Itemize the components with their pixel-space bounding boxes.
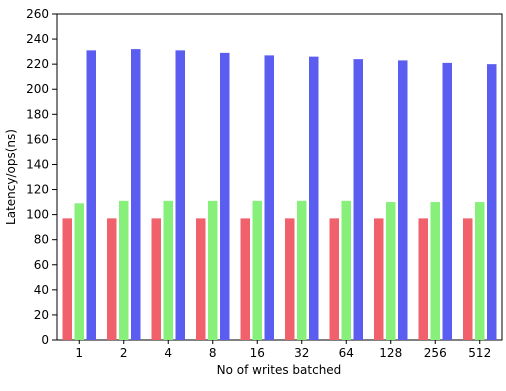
bar-series-3-16 — [264, 55, 274, 340]
x-axis-ticks: 1 2 4 8 16 32 64 128 256 512 — [75, 340, 491, 360]
x-tick-label: 8 — [209, 346, 217, 360]
x-tick-label: 4 — [164, 346, 172, 360]
bar-series-3-64 — [353, 59, 363, 341]
y-axis-label: Latency/ops(ns) — [4, 129, 18, 225]
x-tick-label: 256 — [424, 346, 447, 360]
x-tick-label: 2 — [120, 346, 128, 360]
y-tick-label: 20 — [34, 308, 49, 322]
bar-series-1-2 — [107, 218, 117, 340]
y-tick-label: 200 — [26, 82, 49, 96]
bar-series-2-256 — [430, 202, 440, 340]
bar-series-3-512 — [487, 64, 497, 341]
bars — [62, 49, 497, 341]
bar-series-1-128 — [374, 218, 384, 340]
x-tick-label: 64 — [339, 346, 354, 360]
x-tick-label: 32 — [294, 346, 309, 360]
bar-series-2-512 — [475, 202, 485, 340]
bar-series-1-1 — [62, 218, 72, 340]
bar-series-3-128 — [398, 60, 408, 341]
bar-series-3-8 — [220, 52, 230, 340]
bar-series-1-32 — [285, 218, 295, 340]
bar-series-3-1 — [86, 50, 96, 340]
y-tick-label: 260 — [26, 7, 49, 21]
bar-series-2-8 — [208, 200, 218, 340]
y-tick-label: 140 — [26, 157, 49, 171]
y-tick-label: 220 — [26, 57, 49, 71]
y-tick-label: 120 — [26, 183, 49, 197]
bar-series-2-1 — [74, 203, 84, 340]
y-tick-label: 180 — [26, 107, 49, 121]
y-tick-label: 80 — [34, 233, 49, 247]
bar-series-1-8 — [196, 218, 206, 340]
bar-series-1-16 — [240, 218, 250, 340]
bar-series-1-64 — [329, 218, 339, 340]
bar-series-1-4 — [151, 218, 161, 340]
bar-series-2-64 — [341, 200, 351, 340]
x-tick-label: 128 — [379, 346, 402, 360]
bar-series-2-128 — [386, 202, 396, 340]
y-tick-label: 100 — [26, 208, 49, 222]
y-tick-label: 0 — [41, 333, 49, 347]
y-tick-label: 160 — [26, 132, 49, 146]
y-axis-ticks: 0 20 40 60 80 100 120 140 160 180 200 220 240 260 — [26, 7, 57, 347]
bar-series-2-32 — [297, 200, 307, 340]
bar-series-3-4 — [175, 50, 185, 340]
bar-series-2-2 — [119, 200, 129, 340]
x-axis-label: No of writes batched — [217, 363, 342, 377]
bar-series-2-4 — [163, 200, 173, 340]
x-tick-label: 16 — [250, 346, 265, 360]
x-tick-label: 1 — [75, 346, 83, 360]
bar-series-3-32 — [309, 56, 319, 340]
bar-series-3-2 — [131, 49, 141, 340]
bar-series-3-256 — [442, 62, 452, 341]
bar-series-1-256 — [418, 218, 428, 340]
bar-series-2-16 — [252, 200, 262, 340]
x-tick-label: 512 — [468, 346, 491, 360]
y-tick-label: 40 — [34, 283, 49, 297]
y-tick-label: 240 — [26, 32, 49, 46]
y-tick-label: 60 — [34, 258, 49, 272]
bar-series-1-512 — [463, 218, 473, 340]
